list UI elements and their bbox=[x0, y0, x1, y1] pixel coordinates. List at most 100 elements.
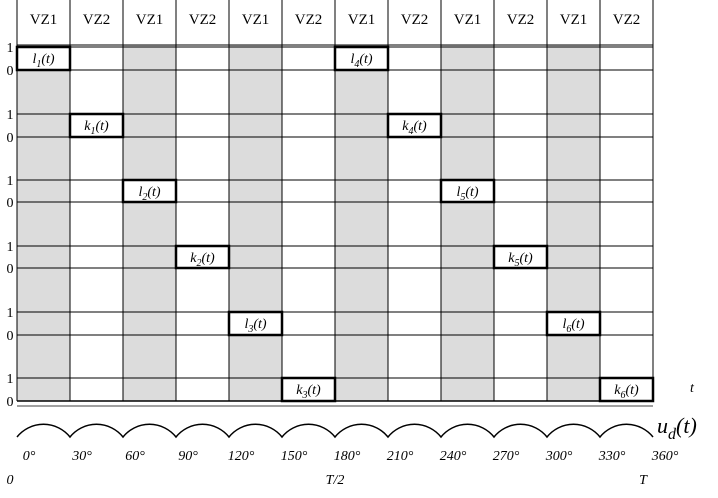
pulse bbox=[121, 178, 178, 204]
column-header: VZ1 bbox=[136, 12, 164, 28]
angle-label: 60° bbox=[125, 449, 145, 464]
signal-arg: (t) bbox=[253, 317, 267, 332]
signal-label: k6(t) bbox=[614, 383, 639, 401]
level-high: 1 bbox=[7, 41, 14, 56]
column-header: VZ1 bbox=[30, 12, 58, 28]
signal-index: 3 bbox=[302, 390, 308, 401]
signal-label: l4(t) bbox=[350, 52, 372, 70]
angle-label: 0° bbox=[23, 449, 36, 464]
signal-name: l bbox=[456, 185, 460, 200]
pulse bbox=[439, 178, 496, 204]
signal-arg: (t) bbox=[147, 185, 161, 200]
signal-arg: (t) bbox=[308, 383, 322, 398]
signal-name: k bbox=[296, 383, 303, 398]
signal-label: k2(t) bbox=[190, 251, 215, 269]
pulse bbox=[598, 376, 655, 403]
level-low: 0 bbox=[7, 196, 14, 211]
signal-name: k bbox=[508, 251, 515, 266]
pulse bbox=[174, 244, 231, 270]
signal-name: k bbox=[190, 251, 197, 266]
level-low: 0 bbox=[7, 395, 14, 410]
angle-label: 120° bbox=[228, 449, 255, 464]
period-mark: T/2 bbox=[326, 473, 345, 488]
angle-label: 90° bbox=[178, 449, 198, 464]
shaded-column bbox=[547, 45, 600, 401]
shaded-column bbox=[123, 45, 176, 401]
angle-label: 330° bbox=[598, 449, 626, 464]
column-header: VZ2 bbox=[295, 12, 323, 28]
signal-name: l bbox=[350, 52, 354, 67]
signal-label: l6(t) bbox=[562, 317, 584, 335]
time-axis-label: t bbox=[690, 381, 695, 396]
waveform-name: u bbox=[657, 413, 668, 438]
waveform bbox=[16, 423, 654, 439]
signal-name: k bbox=[402, 119, 409, 134]
signal-name: k bbox=[614, 383, 621, 398]
column-header: VZ2 bbox=[83, 12, 111, 28]
signal-arg: (t) bbox=[520, 251, 534, 266]
shaded-column bbox=[335, 45, 388, 401]
signal-index: 6 bbox=[621, 390, 626, 401]
waveform-index: d bbox=[668, 426, 677, 443]
signal-name: l bbox=[32, 52, 36, 67]
shading bbox=[17, 45, 600, 401]
level-low: 0 bbox=[7, 64, 14, 79]
column-header: VZ1 bbox=[242, 12, 270, 28]
pulse bbox=[333, 45, 390, 72]
signal-label: k1(t) bbox=[84, 119, 109, 137]
signal-arg: (t) bbox=[202, 251, 216, 266]
waveform-label: ud(t) bbox=[657, 413, 697, 443]
signal-index: 5 bbox=[515, 258, 520, 269]
signal-name: k bbox=[84, 119, 91, 134]
angle-label: 300° bbox=[545, 449, 573, 464]
signal-index: 2 bbox=[197, 258, 202, 269]
pulse bbox=[15, 45, 72, 72]
shaded-column bbox=[229, 45, 282, 401]
signal-arg: (t) bbox=[96, 119, 110, 134]
signal-index: 1 bbox=[36, 59, 41, 70]
signal-arg: (t) bbox=[571, 317, 585, 332]
signal-name: l bbox=[244, 317, 248, 332]
signal-arg: (t) bbox=[414, 119, 428, 134]
angle-label: 270° bbox=[493, 449, 520, 464]
signal-name: l bbox=[138, 185, 142, 200]
column-header: VZ2 bbox=[401, 12, 429, 28]
content: VZ1 VZ2 VZ1 VZ2 VZ1 VZ2 VZ1 VZ2 VZ1 VZ2 VZ1 VZ210l1… bbox=[7, 12, 697, 488]
signal-index: 1 bbox=[91, 126, 96, 137]
pulse bbox=[386, 112, 443, 139]
signal-index: 2 bbox=[142, 192, 147, 203]
signal-arg: (t) bbox=[359, 52, 373, 67]
column-header: VZ1 bbox=[454, 12, 482, 28]
signal-label: l3(t) bbox=[244, 317, 266, 335]
angle-label: 180° bbox=[334, 449, 361, 464]
column-header: VZ2 bbox=[613, 12, 641, 28]
signal-label: k3(t) bbox=[296, 383, 321, 401]
signal-index: 4 bbox=[354, 59, 359, 70]
column-header: VZ1 bbox=[560, 12, 588, 28]
pulse bbox=[545, 310, 602, 337]
angle-label: 360° bbox=[651, 449, 679, 464]
level-low: 0 bbox=[7, 329, 14, 344]
level-high: 1 bbox=[7, 174, 14, 189]
signal-index: 6 bbox=[566, 324, 571, 335]
level-high: 1 bbox=[7, 240, 14, 255]
level-high: 1 bbox=[7, 372, 14, 387]
level-high: 1 bbox=[7, 306, 14, 321]
column-header: VZ2 bbox=[507, 12, 535, 28]
signal-arg: (t) bbox=[41, 52, 55, 67]
angle-label: 150° bbox=[281, 449, 308, 464]
signal-arg: (t) bbox=[465, 185, 479, 200]
signal-label: l2(t) bbox=[138, 185, 160, 203]
signal-label: l1(t) bbox=[32, 52, 54, 70]
angle-label: 30° bbox=[71, 449, 92, 464]
signal-label: k5(t) bbox=[508, 251, 533, 269]
signal-label: l5(t) bbox=[456, 185, 478, 203]
signal-label: k4(t) bbox=[402, 119, 427, 137]
signal-index: 4 bbox=[409, 126, 414, 137]
period-mark: 0 bbox=[7, 473, 14, 488]
pulse bbox=[227, 310, 284, 337]
signal-name: l bbox=[562, 317, 566, 332]
level-high: 1 bbox=[7, 108, 14, 123]
pulse bbox=[492, 244, 549, 270]
